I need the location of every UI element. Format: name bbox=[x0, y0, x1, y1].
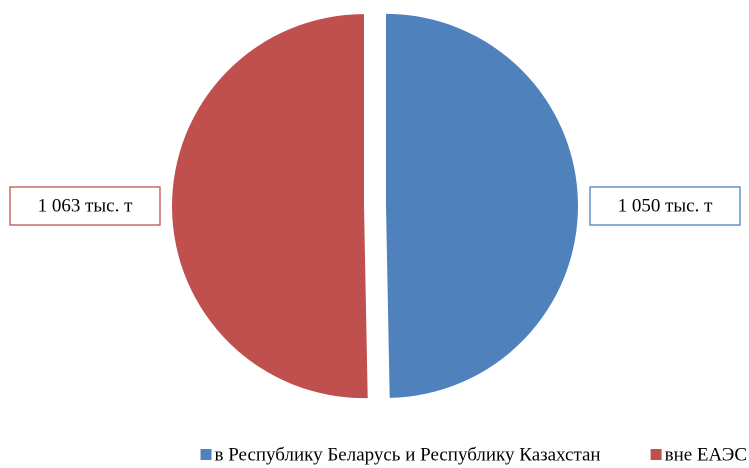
pie-slice bbox=[385, 13, 578, 398]
legend-label: в Республику Беларусь и Республику Казах… bbox=[215, 444, 601, 465]
pie-slice bbox=[172, 14, 368, 399]
legend-label: вне ЕАЭС bbox=[665, 444, 747, 465]
legend-swatch bbox=[200, 449, 212, 460]
value-label: 1 063 тыс. т bbox=[38, 195, 134, 216]
value-label-box bbox=[9, 186, 161, 226]
legend-swatch bbox=[650, 449, 662, 460]
value-label-box bbox=[589, 186, 741, 226]
value-label: 1 050 тыс. т bbox=[618, 195, 714, 216]
